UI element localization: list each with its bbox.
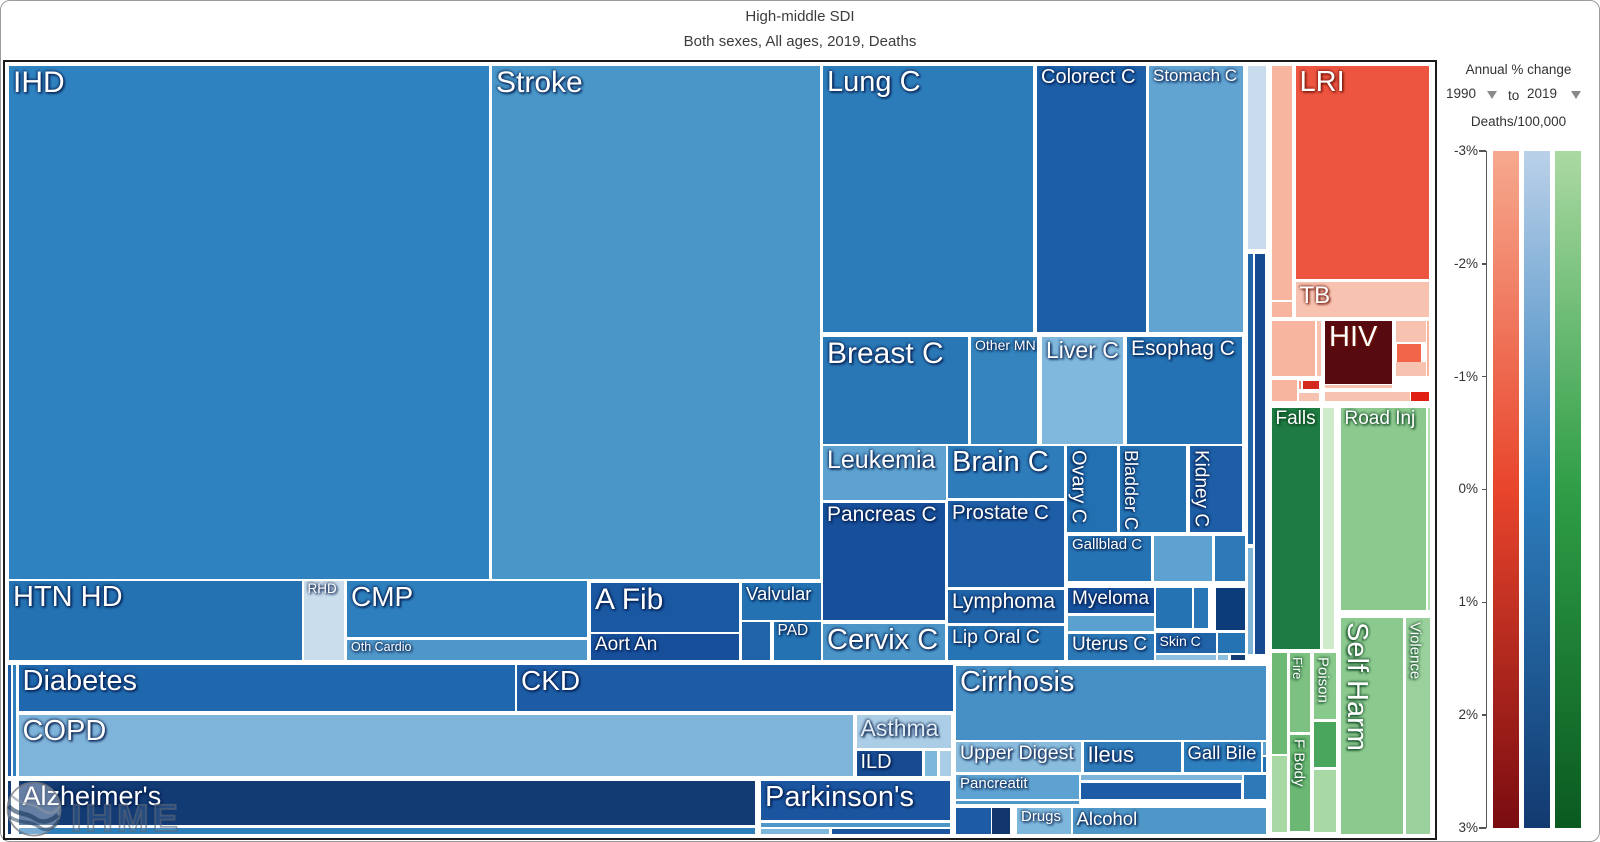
svg-text:IHME: IHME bbox=[71, 798, 182, 838]
